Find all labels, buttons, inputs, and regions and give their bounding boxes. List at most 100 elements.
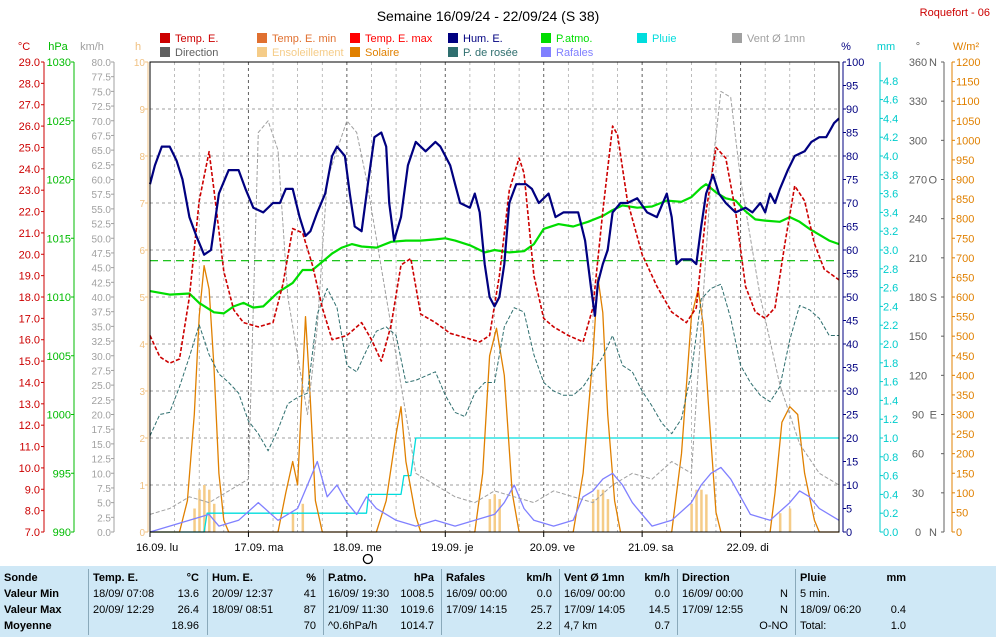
legend-label: Solaire	[365, 47, 399, 59]
sun-tick-label: 2	[139, 434, 145, 445]
sun-tick-label: 10	[134, 58, 146, 69]
summary-cell-value: 26.4	[177, 604, 199, 616]
sun-bar	[498, 499, 501, 532]
rain-tick-label: 4.4	[883, 113, 898, 125]
temp-tick-label: 18.0	[19, 292, 40, 304]
wind-tick-label: 55.0	[92, 205, 112, 216]
summary-separator	[559, 569, 560, 635]
summary-column: Hum. E.% 20/09/ 12:37 41 18/09/ 08:51 87 70	[212, 566, 320, 637]
summary-unit: %	[306, 572, 316, 584]
direction-tick-label: 240	[909, 214, 927, 226]
summary-cell-label: 17/09/ 14:05	[564, 604, 626, 616]
plot-frame	[149, 61, 840, 533]
direction-tick-label: 180	[909, 292, 927, 304]
wind-tick-label: 65.0	[92, 146, 112, 157]
series-vent-1mn	[149, 90, 840, 515]
summary-unit: °C	[186, 572, 199, 584]
legend-swatch	[257, 33, 267, 43]
temp-tick-label: 29.0	[19, 57, 40, 69]
sun-tick-label: 7	[139, 199, 145, 210]
summary-cell-value: 1.0	[890, 620, 906, 632]
direction-cardinal-label: N	[929, 527, 937, 539]
direction-tick-label: 270	[909, 175, 927, 187]
humidity-tick-label: 55	[846, 269, 858, 281]
rain-tick-label: 4.8	[883, 76, 898, 88]
solar-tick-label: 1000	[956, 135, 980, 147]
x-tick-label: 18.09. me	[333, 542, 382, 554]
solar-tick-label: 0	[956, 527, 962, 539]
pressure-tick-label: 1010	[47, 292, 71, 304]
solar-tick-label: 100	[956, 488, 974, 500]
sun-bar	[591, 499, 595, 532]
summary-cell-label: 18/09/ 06:20	[800, 604, 862, 616]
wind-tick-label: 37.5	[92, 308, 112, 319]
direction-tick-label: 60	[912, 449, 924, 461]
weather-chart: Semaine 16/09/24 - 22/09/24 (S 38) Roque…	[17, 7, 990, 565]
now-marker	[362, 553, 374, 565]
humidity-tick-label: 90	[846, 104, 858, 116]
summary-cell-label: 5 min.	[800, 588, 830, 600]
summary-separator	[441, 569, 442, 635]
rain-tick-label: 3.4	[883, 207, 898, 219]
temp-tick-label: 17.0	[19, 313, 40, 325]
summary-separator	[323, 569, 324, 635]
rain-tick-label: 2.2	[883, 320, 898, 332]
direction-cardinal-label: E	[930, 410, 937, 422]
temp-tick-label: 24.0	[19, 164, 40, 176]
direction-tick-label: 150	[909, 331, 927, 343]
direction-tick-label: 90	[912, 410, 924, 422]
legend-swatch	[257, 47, 267, 57]
legend-swatch	[541, 33, 551, 43]
solar-tick-label: 1200	[956, 57, 980, 69]
wind-tick-label: 10.0	[92, 469, 112, 480]
rain-tick-label: 2.8	[883, 264, 898, 276]
legend-label: Ensoleillement	[272, 47, 344, 59]
wind-tick-label: 52.5	[92, 220, 112, 231]
solar-tick-label: 450	[956, 351, 974, 363]
direction-tick-label: 360	[909, 57, 927, 69]
sun-bar	[695, 489, 698, 532]
humidity-tick-label: 45	[846, 316, 858, 328]
rain-tick-label: 1.4	[883, 395, 898, 407]
temp-tick-label: 19.0	[19, 271, 40, 283]
direction-tick-label: 330	[909, 96, 927, 108]
sun-tick-label: 8	[139, 152, 145, 163]
legend-label: Rafales	[556, 47, 594, 59]
humidity-tick-label: 35	[846, 363, 858, 375]
summary-cell-value: 14.5	[648, 604, 670, 616]
direction-cardinal-label: N	[929, 57, 937, 69]
legend-swatch	[541, 47, 551, 57]
summary-cell-value: 0.0	[536, 588, 552, 600]
wind-tick-label: 17.5	[92, 425, 112, 436]
rain-tick-label: 4.6	[883, 95, 898, 107]
solar-tick-label: 1150	[956, 77, 980, 89]
wind-tick-label: 45.0	[92, 264, 112, 275]
summary-cell-value: 87	[303, 604, 316, 616]
wind-tick-label: 77.5	[92, 73, 112, 84]
rain-tick-label: 0.6	[883, 471, 898, 483]
solar-tick-label: 1100	[956, 96, 980, 108]
wind-tick-label: 40.0	[92, 293, 112, 304]
solar-tick-label: 350	[956, 390, 974, 402]
chart-axes: °C7.08.09.010.011.012.013.014.015.016.01…	[18, 41, 981, 539]
summary-cell-label: Valeur Min	[4, 588, 60, 600]
wind-axis-unit: km/h	[80, 41, 104, 53]
sun-bar	[700, 489, 703, 532]
summary-title: Direction	[682, 572, 730, 584]
legend-label: P. de rosée	[463, 47, 518, 59]
wind-tick-label: 50.0	[92, 234, 112, 245]
solar-tick-label: 300	[956, 410, 974, 422]
humidity-tick-label: 100	[846, 57, 864, 69]
wind-tick-label: 22.5	[92, 396, 112, 407]
x-tick-label: 21.09. sa	[628, 542, 674, 554]
humidity-tick-label: 60	[846, 245, 858, 257]
series-line	[149, 283, 839, 452]
rain-tick-label: 3.6	[883, 189, 898, 201]
temp-tick-label: 9.0	[25, 484, 40, 496]
wind-tick-label: 42.5	[92, 278, 112, 289]
legend-label: Temp. E. max	[365, 33, 433, 45]
legend-swatch	[350, 33, 360, 43]
series-temp-e	[149, 125, 840, 364]
series-layer	[148, 90, 840, 533]
wind-tick-label: 62.5	[92, 161, 112, 172]
